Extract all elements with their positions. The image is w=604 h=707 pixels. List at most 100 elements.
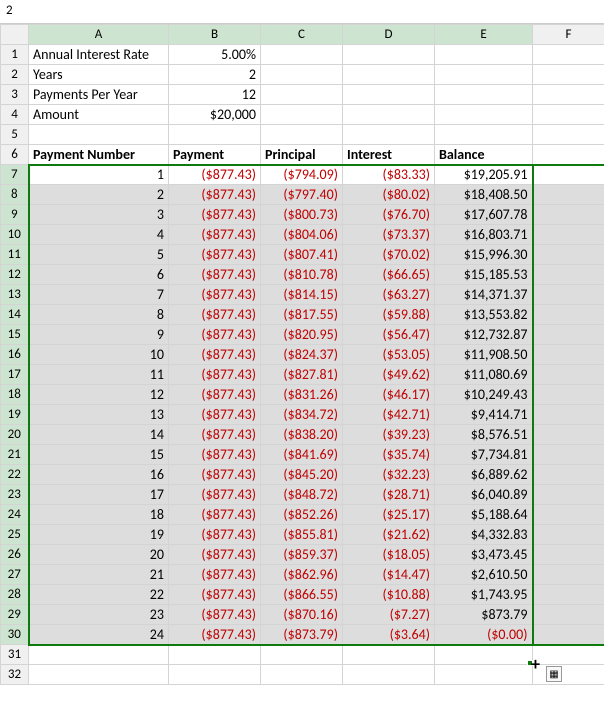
row-header-5[interactable]: 5 <box>1 125 29 145</box>
cell-C31[interactable] <box>261 645 343 665</box>
cell-F4[interactable] <box>533 105 604 125</box>
cell-C15[interactable]: ($820.95) <box>261 325 343 345</box>
cell-C4[interactable] <box>261 105 343 125</box>
fill-handle[interactable] <box>527 660 533 666</box>
cell-A8[interactable]: 2 <box>29 185 169 205</box>
cell-F20[interactable] <box>533 425 604 445</box>
cell-F24[interactable] <box>533 505 604 525</box>
cell-E10[interactable]: $16,803.71 <box>435 225 533 245</box>
cell-A12[interactable]: 6 <box>29 265 169 285</box>
cell-F32[interactable] <box>533 665 604 685</box>
cell-F14[interactable] <box>533 305 604 325</box>
row-header-14[interactable]: 14 <box>1 305 29 325</box>
col-header-A[interactable]: A <box>29 25 169 45</box>
cell-D18[interactable]: ($46.17) <box>343 385 435 405</box>
cell-A31[interactable] <box>29 645 169 665</box>
cell-D5[interactable] <box>343 125 435 145</box>
cell-B13[interactable]: ($877.43) <box>169 285 261 305</box>
cell-C11[interactable]: ($807.41) <box>261 245 343 265</box>
row-header-23[interactable]: 23 <box>1 485 29 505</box>
cell-A19[interactable]: 13 <box>29 405 169 425</box>
cell-D16[interactable]: ($53.05) <box>343 345 435 365</box>
cell-A1[interactable]: Annual Interest Rate <box>29 45 169 65</box>
cell-A22[interactable]: 16 <box>29 465 169 485</box>
cell-A21[interactable]: 15 <box>29 445 169 465</box>
cell-B8[interactable]: ($877.43) <box>169 185 261 205</box>
cell-A28[interactable]: 22 <box>29 585 169 605</box>
cell-F10[interactable] <box>533 225 604 245</box>
cell-A23[interactable]: 17 <box>29 485 169 505</box>
cell-D21[interactable]: ($35.74) <box>343 445 435 465</box>
row-header-16[interactable]: 16 <box>1 345 29 365</box>
cell-C7[interactable]: ($794.09) <box>261 165 343 185</box>
cell-B31[interactable] <box>169 645 261 665</box>
cell-D25[interactable]: ($21.62) <box>343 525 435 545</box>
cell-C2[interactable] <box>261 65 343 85</box>
cell-B29[interactable]: ($877.43) <box>169 605 261 625</box>
col-header-F[interactable]: F <box>533 25 604 45</box>
cell-C14[interactable]: ($817.55) <box>261 305 343 325</box>
cell-D14[interactable]: ($59.88) <box>343 305 435 325</box>
cell-A3[interactable]: Payments Per Year <box>29 85 169 105</box>
cell-B5[interactable] <box>169 125 261 145</box>
cell-F9[interactable] <box>533 205 604 225</box>
cell-A13[interactable]: 7 <box>29 285 169 305</box>
cell-B1[interactable]: 5.00% <box>169 45 261 65</box>
row-header-12[interactable]: 12 <box>1 265 29 285</box>
cell-A30[interactable]: 24 <box>29 625 169 645</box>
cell-A27[interactable]: 21 <box>29 565 169 585</box>
cell-B10[interactable]: ($877.43) <box>169 225 261 245</box>
row-header-30[interactable]: 30 <box>1 625 29 645</box>
cell-D11[interactable]: ($70.02) <box>343 245 435 265</box>
row-header-19[interactable]: 19 <box>1 405 29 425</box>
row-header-20[interactable]: 20 <box>1 425 29 445</box>
cell-D26[interactable]: ($18.05) <box>343 545 435 565</box>
cell-F5[interactable] <box>533 125 604 145</box>
row-header-13[interactable]: 13 <box>1 285 29 305</box>
cell-D4[interactable] <box>343 105 435 125</box>
row-header-21[interactable]: 21 <box>1 445 29 465</box>
cell-E5[interactable] <box>435 125 533 145</box>
cell-F6[interactable] <box>533 145 604 165</box>
cell-A17[interactable]: 11 <box>29 365 169 385</box>
cell-E29[interactable]: $873.79 <box>435 605 533 625</box>
cell-C6[interactable]: Principal <box>261 145 343 165</box>
cell-D20[interactable]: ($39.23) <box>343 425 435 445</box>
cell-F19[interactable] <box>533 405 604 425</box>
cell-C17[interactable]: ($827.81) <box>261 365 343 385</box>
cell-F16[interactable] <box>533 345 604 365</box>
cell-C8[interactable]: ($797.40) <box>261 185 343 205</box>
cell-B30[interactable]: ($877.43) <box>169 625 261 645</box>
cell-B23[interactable]: ($877.43) <box>169 485 261 505</box>
cell-D27[interactable]: ($14.47) <box>343 565 435 585</box>
cell-C32[interactable] <box>261 665 343 685</box>
cell-A4[interactable]: Amount <box>29 105 169 125</box>
cell-B6[interactable]: Payment <box>169 145 261 165</box>
cell-D28[interactable]: ($10.88) <box>343 585 435 605</box>
cell-A6[interactable]: Payment Number <box>29 145 169 165</box>
cell-F21[interactable] <box>533 445 604 465</box>
cell-A29[interactable]: 23 <box>29 605 169 625</box>
row-header-24[interactable]: 24 <box>1 505 29 525</box>
cell-F26[interactable] <box>533 545 604 565</box>
cell-E28[interactable]: $1,743.95 <box>435 585 533 605</box>
cell-F22[interactable] <box>533 465 604 485</box>
cell-F25[interactable] <box>533 525 604 545</box>
cell-C3[interactable] <box>261 85 343 105</box>
cell-E4[interactable] <box>435 105 533 125</box>
cell-D24[interactable]: ($25.17) <box>343 505 435 525</box>
cell-A24[interactable]: 18 <box>29 505 169 525</box>
cell-B25[interactable]: ($877.43) <box>169 525 261 545</box>
row-header-7[interactable]: 7 <box>1 165 29 185</box>
cell-E18[interactable]: $10,249.43 <box>435 385 533 405</box>
cell-B26[interactable]: ($877.43) <box>169 545 261 565</box>
cell-C27[interactable]: ($862.96) <box>261 565 343 585</box>
cell-D8[interactable]: ($80.02) <box>343 185 435 205</box>
cell-C26[interactable]: ($859.37) <box>261 545 343 565</box>
cell-C10[interactable]: ($804.06) <box>261 225 343 245</box>
cell-F17[interactable] <box>533 365 604 385</box>
cell-C9[interactable]: ($800.73) <box>261 205 343 225</box>
row-header-31[interactable]: 31 <box>1 645 29 665</box>
cell-E8[interactable]: $18,408.50 <box>435 185 533 205</box>
row-header-9[interactable]: 9 <box>1 205 29 225</box>
